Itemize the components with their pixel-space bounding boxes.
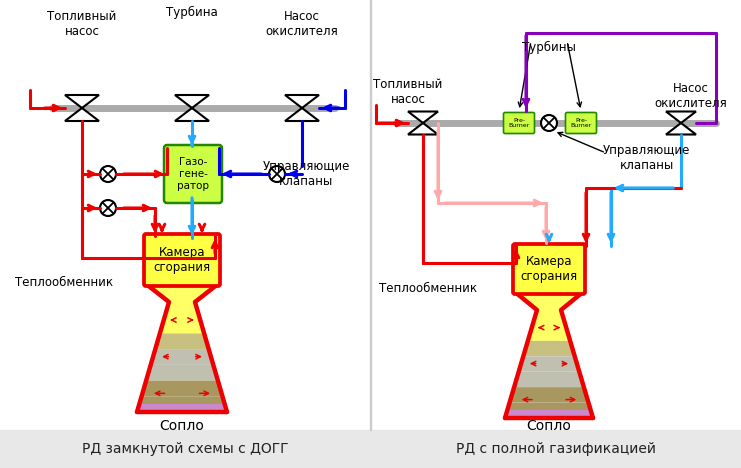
Polygon shape bbox=[137, 396, 227, 412]
Polygon shape bbox=[514, 372, 584, 387]
FancyBboxPatch shape bbox=[565, 112, 597, 133]
Text: Газо-
гене-
ратор: Газо- гене- ратор bbox=[177, 157, 209, 190]
Bar bbox=[0, 430, 741, 468]
Polygon shape bbox=[508, 410, 590, 418]
FancyBboxPatch shape bbox=[513, 244, 585, 294]
Text: Турбина: Турбина bbox=[166, 6, 218, 19]
Polygon shape bbox=[150, 349, 213, 365]
Circle shape bbox=[541, 115, 557, 131]
Text: Топливный
насос: Топливный насос bbox=[373, 78, 442, 106]
Polygon shape bbox=[165, 302, 199, 318]
Text: Топливный
насос: Топливный насос bbox=[47, 10, 116, 38]
Bar bbox=[370, 0, 371, 430]
Polygon shape bbox=[146, 365, 218, 380]
Text: Сопло: Сопло bbox=[527, 419, 571, 433]
Polygon shape bbox=[408, 111, 438, 134]
Text: Управляющие
клапаны: Управляющие клапаны bbox=[262, 160, 350, 188]
Polygon shape bbox=[156, 333, 209, 349]
Polygon shape bbox=[515, 292, 583, 310]
Polygon shape bbox=[666, 111, 696, 134]
FancyBboxPatch shape bbox=[503, 112, 534, 133]
Text: Теплообменник: Теплообменник bbox=[379, 281, 477, 294]
Text: Pre-
Burner: Pre- Burner bbox=[508, 117, 530, 128]
Text: Насос
окислителя: Насос окислителя bbox=[265, 10, 339, 38]
Text: Камера
сгорания: Камера сгорания bbox=[520, 255, 577, 283]
Text: РД с полной газификацией: РД с полной газификацией bbox=[456, 442, 656, 456]
Text: Камера
сгорания: Камера сгорания bbox=[153, 246, 210, 274]
Polygon shape bbox=[506, 113, 532, 133]
Text: Pre-
Burner: Pre- Burner bbox=[571, 117, 591, 128]
Polygon shape bbox=[142, 380, 222, 396]
Polygon shape bbox=[146, 284, 218, 302]
Text: Сопло: Сопло bbox=[159, 419, 205, 433]
Circle shape bbox=[100, 166, 116, 182]
Text: Теплообменник: Теплообменник bbox=[15, 277, 113, 290]
Polygon shape bbox=[528, 325, 570, 341]
Polygon shape bbox=[510, 387, 588, 402]
Polygon shape bbox=[175, 95, 209, 121]
Text: Турбины: Турбины bbox=[522, 41, 576, 54]
Polygon shape bbox=[568, 113, 594, 133]
Text: Насос
окислителя: Насос окислителя bbox=[654, 82, 728, 110]
Polygon shape bbox=[519, 356, 579, 372]
Polygon shape bbox=[285, 95, 319, 121]
Text: РД замкнутой схемы с ДОГГ: РД замкнутой схемы с ДОГГ bbox=[82, 442, 288, 456]
Polygon shape bbox=[533, 310, 565, 325]
Polygon shape bbox=[65, 95, 99, 121]
Polygon shape bbox=[140, 404, 224, 412]
Polygon shape bbox=[505, 402, 593, 418]
FancyBboxPatch shape bbox=[164, 145, 222, 203]
Polygon shape bbox=[160, 318, 204, 333]
Polygon shape bbox=[523, 341, 575, 356]
FancyBboxPatch shape bbox=[144, 234, 220, 286]
Circle shape bbox=[100, 200, 116, 216]
Text: Управляющие
клапаны: Управляющие клапаны bbox=[603, 144, 691, 172]
Circle shape bbox=[269, 166, 285, 182]
